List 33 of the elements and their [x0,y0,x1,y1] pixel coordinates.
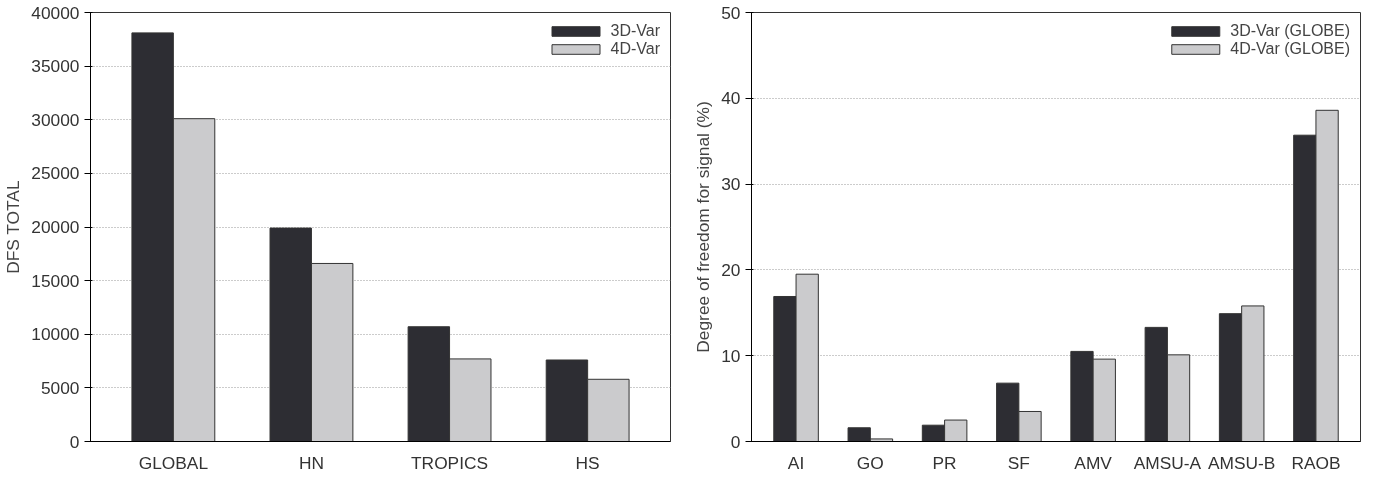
x-tick-label: HN [298,452,324,473]
y-axis-title: DFS TOTAL [3,180,24,274]
y-tick-label: 20 [721,259,741,280]
legend-label: 4D-Var (GLOBE) [1230,40,1350,58]
x-tick-label: GLOBAL [138,452,209,473]
legend-label: 4D-Var [610,40,660,58]
y-tick-label: 10 [721,345,741,366]
y-tick-label: 20000 [31,217,80,237]
x-tick-label: AI [787,452,805,473]
y-tick-label: 5000 [40,377,80,398]
x-tick-label: TROPICS [411,452,489,473]
y-tick-label: 10000 [31,324,80,345]
x-tick-label: GO [856,452,884,473]
y-tick-label: 30000 [31,109,80,130]
y-axis-title: Degree of freedom for signal (%) [693,101,714,353]
x-tick-label: AMSU-A [1133,452,1202,473]
y-tick-label: 40 [721,88,741,109]
x-tick-label: AMSU-B [1207,452,1276,473]
x-tick-label: PR [932,452,957,473]
x-tick-label: SF [1007,452,1030,473]
y-tick-label: 30 [721,174,741,195]
x-tick-label: HS [575,452,600,473]
y-tick-label: 25000 [31,163,80,184]
x-tick-label: RAOB [1291,452,1341,473]
y-tick-label: 0 [69,431,80,452]
y-tick-label: 40000 [31,2,80,23]
legend-label: 3D-Var [610,22,660,40]
legend-label: 3D-Var (GLOBE) [1230,22,1350,40]
y-tick-label: 50 [721,2,741,23]
y-tick-label: 15000 [31,270,80,291]
y-tick-label: 35000 [31,56,80,77]
y-tick-label: 0 [730,431,741,452]
x-tick-label: AMV [1074,452,1113,473]
